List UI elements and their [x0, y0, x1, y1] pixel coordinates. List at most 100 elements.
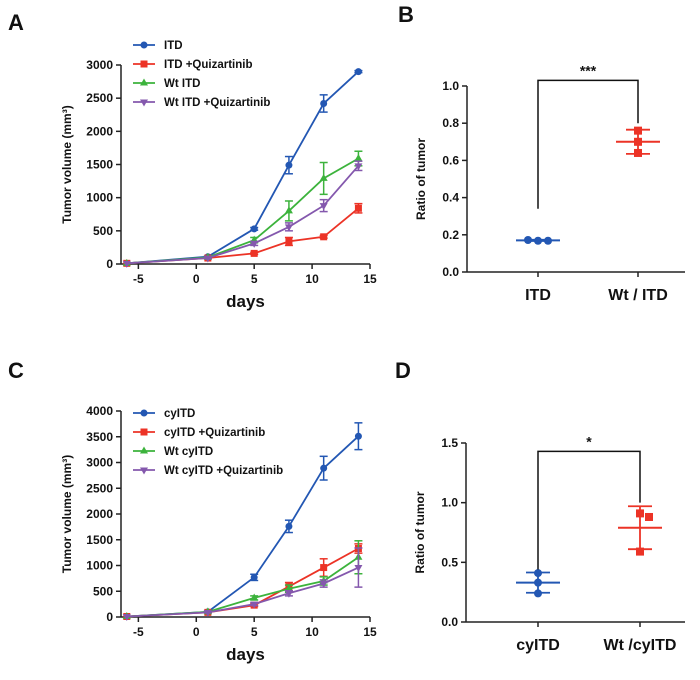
y-axis-title: Tumor volume (mm³) — [60, 455, 74, 573]
data-point-wt-cyitd-quizartinib — [284, 590, 293, 598]
y-tick-label: 2500 — [86, 481, 113, 495]
legend-label-itd-quizartinib: ITD +Quizartinib — [164, 59, 253, 71]
y-tick-label: 0.6 — [442, 153, 459, 167]
x-tick-label: 10 — [305, 272, 319, 286]
y-tick-label: 2000 — [86, 507, 113, 521]
data-point-wt-cyitd — [250, 593, 259, 601]
data-point-wt-itd — [634, 148, 642, 157]
x-tick-label: 0 — [193, 625, 200, 639]
significance-label: *** — [580, 62, 597, 78]
legend-label-wt-itd: Wt ITD — [164, 78, 200, 90]
panel-label-c: C — [8, 358, 24, 383]
data-point-itd-quizartinib — [250, 249, 258, 257]
chart-d-ratio-cyitd: 0.0 0.5 1.0 1.5 Ratio of tumor cyITD Wt /cyITD… — [413, 433, 685, 654]
data-point-cyitd — [534, 578, 542, 587]
data-point-wt-cyitd — [636, 547, 644, 556]
data-point-wt-cyitd-quizartinib — [250, 601, 259, 609]
y-tick-label: 1500 — [86, 533, 113, 547]
data-point-itd-quizartinib — [354, 204, 362, 212]
y-tick-label: 0.4 — [442, 191, 459, 205]
data-point-wt-itd-quizartinib — [122, 260, 131, 268]
data-point-itd — [320, 99, 328, 107]
data-point-wt-cyitd-quizartinib — [122, 613, 131, 621]
data-point-wt-itd-quizartinib — [354, 163, 363, 171]
y-tick-label: 0.5 — [441, 555, 458, 569]
data-point-wt-itd — [634, 137, 642, 146]
data-point-wt-cyitd — [636, 509, 644, 518]
chart-c-tumor-volume-cyitd: 0 500 1000 1500 2000 2500 3000 3500 4000 -5 0 5 10 15… — [60, 404, 377, 664]
y-tick-label: 1.0 — [442, 79, 459, 93]
y-tick-label: 1000 — [86, 191, 113, 205]
data-point-itd — [285, 161, 293, 169]
y-tick-label: 0 — [106, 257, 113, 271]
category-label-cyitd: cyITD — [516, 637, 560, 654]
y-tick-label: 0.0 — [441, 615, 458, 629]
y-axis-title: Tumor volume (mm³) — [60, 105, 74, 223]
legend-marker-wt-cyitd — [140, 446, 148, 454]
x-tick-label: 15 — [363, 272, 377, 286]
data-point-wt-itd — [354, 154, 363, 162]
y-tick-label: 1500 — [86, 158, 113, 172]
legend-label-cyitd-quizartinib: cyITD +Quizartinib — [164, 427, 265, 439]
data-point-wt-itd-quizartinib — [203, 255, 212, 263]
data-point-wt-itd — [634, 126, 642, 135]
y-tick-label: 3000 — [86, 58, 113, 72]
legend-label-wt-itd-quizartinib: Wt ITD +Quizartinib — [164, 97, 270, 109]
x-tick-label: 5 — [251, 625, 258, 639]
significance-label: * — [586, 433, 592, 449]
data-point-wt-cyitd-quizartinib — [354, 565, 363, 573]
legend-marker-wt-cyitd-quizartinib — [140, 467, 148, 475]
legend-marker-wt-itd — [140, 78, 148, 86]
chart-b-ratio-itd: 0.0 0.2 0.4 0.6 0.8 1.0 Ratio of tumor ITD Wt / … — [414, 62, 685, 304]
x-tick-label: 0 — [193, 272, 200, 286]
data-point-cyitd — [320, 464, 328, 472]
data-point-wt-itd-quizartinib — [319, 203, 328, 211]
y-tick-label: 500 — [93, 224, 113, 238]
panel-label-b: B — [398, 2, 414, 27]
y-tick-label: 0.0 — [442, 265, 459, 279]
legend-label-wt-cyitd: Wt cyITD — [164, 446, 213, 458]
y-tick-label: 2500 — [86, 91, 113, 105]
x-tick-label: -5 — [133, 625, 144, 639]
y-tick-label: 4000 — [86, 404, 113, 418]
legend-label-itd: ITD — [164, 40, 183, 52]
y-tick-label: 0 — [106, 610, 113, 624]
data-point-wt-itd-quizartinib — [284, 224, 293, 232]
x-tick-label: -5 — [133, 272, 144, 286]
data-point-wt-itd — [284, 206, 293, 214]
data-point-wt-cyitd — [284, 584, 293, 592]
data-point-itd-quizartinib — [320, 233, 328, 241]
data-point-itd — [544, 236, 552, 245]
data-point-cyitd — [354, 432, 362, 440]
panel-label-a: A — [8, 10, 24, 35]
significance-bracket — [537, 79, 639, 209]
y-tick-label: 0.8 — [442, 116, 459, 130]
y-tick-label: 1000 — [86, 559, 113, 573]
legend-label-cyitd: cyITD — [164, 408, 195, 420]
y-tick-label: 0.2 — [442, 228, 459, 242]
data-point-cyitd — [285, 522, 293, 530]
x-tick-label: 10 — [305, 625, 319, 639]
data-point-cyitd — [250, 573, 258, 581]
x-tick-label: 5 — [251, 272, 258, 286]
data-point-itd-quizartinib — [285, 237, 293, 245]
data-point-itd — [524, 236, 532, 245]
y-tick-label: 3500 — [86, 430, 113, 444]
data-point-cyitd — [534, 569, 542, 578]
y-tick-label: 3000 — [86, 456, 113, 470]
category-label-wt-cyitd: Wt /cyITD — [604, 637, 677, 654]
legend-label-wt-cyitd-quizartinib: Wt cyITD +Quizartinib — [164, 465, 283, 477]
x-tick-label: 15 — [363, 625, 377, 639]
series-line-wt-cyitd-quizartinib — [126, 566, 359, 618]
category-label-itd: ITD — [525, 287, 551, 304]
y-tick-label: 1.5 — [441, 436, 458, 450]
y-axis-title: Ratio of tumor — [413, 491, 427, 573]
legend-marker-cyitd-quizartinib — [140, 428, 148, 436]
legend-marker-itd-quizartinib — [140, 60, 148, 68]
x-axis-title: days — [226, 645, 265, 664]
data-point-wt-cyitd-quizartinib — [319, 581, 328, 589]
x-axis-title: days — [226, 292, 265, 311]
y-axis-title: Ratio of tumor — [414, 138, 428, 220]
data-point-wt-itd-quizartinib — [250, 240, 259, 248]
